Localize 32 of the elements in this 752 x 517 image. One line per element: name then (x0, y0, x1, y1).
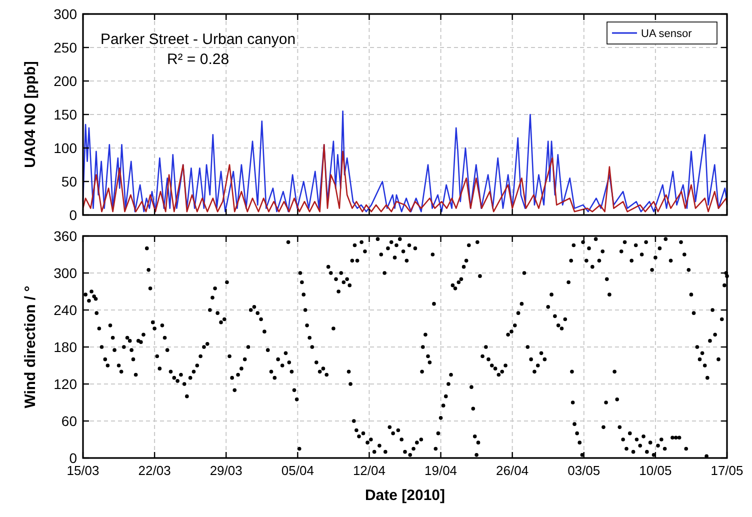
x-tick-label: 22/03 (138, 463, 171, 478)
y-tick-label: 180 (54, 339, 78, 355)
y-tick-label: 0 (69, 450, 78, 466)
y-tick-label: 150 (54, 106, 78, 122)
x-tick-label: 26/04 (496, 463, 529, 478)
y-tick-label: 0 (69, 207, 78, 223)
annotation: R² = 0.28 (166, 51, 230, 68)
y-tick-label: 200 (54, 73, 78, 89)
y-tick-label: 360 (54, 228, 78, 244)
x-tick-label: 29/03 (210, 463, 242, 478)
x-tick-label: 03/05 (568, 463, 600, 478)
y-tick-label: 300 (54, 265, 78, 281)
line-series (82, 110, 728, 212)
x-tick-label: 12/04 (352, 463, 386, 478)
y-tick-label: 240 (54, 302, 78, 318)
y-tick-label: 120 (54, 376, 78, 392)
x-tick-label: 19/04 (424, 463, 458, 478)
y-tick-label: 300 (54, 6, 78, 22)
x-tick-label: 05/04 (281, 463, 314, 478)
y-tick-label: 50 (61, 174, 78, 190)
x-tick-label: 10/05 (639, 463, 672, 478)
x-tick-label: 15/03 (66, 463, 100, 478)
legend-label: UA sensor (641, 28, 692, 40)
annotation: Parker Street - Urban canyon (100, 31, 296, 48)
x-tick-label: 17/05 (710, 463, 744, 478)
y-axis-title: Wind direction / ° (22, 286, 39, 408)
y-tick-label: 60 (61, 413, 78, 429)
y-tick-label: 250 (54, 40, 78, 56)
y-axis-title: UA04 NO [ppb] (22, 61, 39, 168)
y-tick-label: 100 (54, 140, 78, 156)
x-axis-title: Date [2010] (364, 487, 446, 504)
line-series (82, 144, 728, 212)
